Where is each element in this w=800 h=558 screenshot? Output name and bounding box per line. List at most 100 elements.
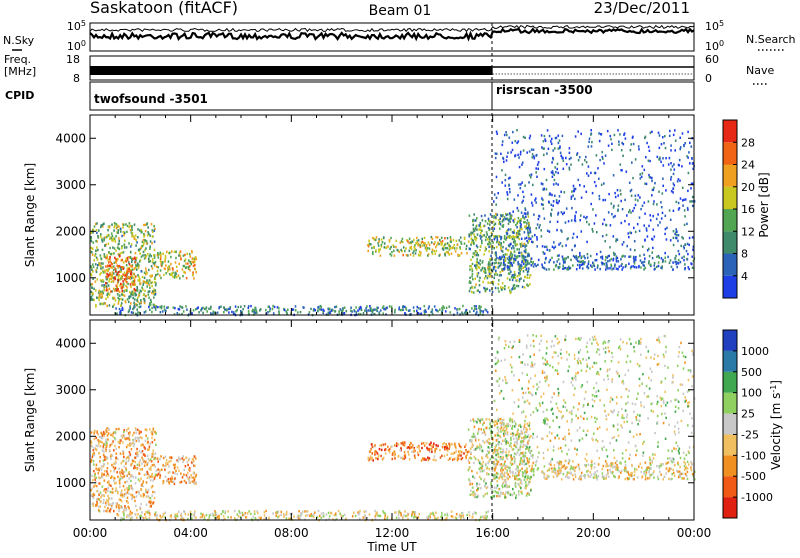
heatmap-cell (459, 453, 461, 455)
power-colorbar-swatch (723, 254, 737, 276)
heatmap-cell (651, 251, 653, 253)
heatmap-cell (483, 495, 485, 497)
heatmap-cell (119, 486, 121, 488)
heatmap-cell (96, 246, 98, 248)
heatmap-cell (571, 207, 573, 209)
heatmap-cell (692, 205, 694, 207)
heatmap-cell (115, 467, 117, 469)
heatmap-cell (124, 465, 126, 467)
heatmap-cell (119, 312, 121, 314)
heatmap-cell (472, 516, 474, 518)
heatmap-cell (525, 481, 527, 483)
heatmap-cell (436, 309, 438, 311)
heatmap-cell (140, 282, 142, 284)
heatmap-cell (651, 180, 653, 182)
heatmap-cell (209, 514, 211, 516)
heatmap-cell (134, 257, 136, 259)
heatmap-cell (513, 247, 515, 249)
heatmap-cell (187, 472, 189, 474)
heatmap-cell (506, 486, 508, 488)
heatmap-cell (517, 230, 519, 232)
heatmap-cell (558, 142, 560, 144)
heatmap-cell (535, 201, 537, 203)
heatmap-cell (387, 245, 389, 247)
heatmap-cell (529, 481, 531, 483)
heatmap-cell (521, 181, 523, 183)
heatmap-cell (257, 512, 259, 514)
heatmap-cell (169, 456, 171, 458)
heatmap-cell (565, 157, 567, 159)
heatmap-cell (507, 213, 509, 215)
heatmap-cell (553, 200, 555, 202)
heatmap-cell (472, 287, 474, 289)
heatmap-cell (456, 450, 458, 452)
heatmap-cell (519, 252, 521, 254)
heatmap-cell (603, 162, 605, 164)
heatmap-cell (564, 261, 566, 263)
heatmap-cell (476, 225, 478, 227)
heatmap-cell (646, 227, 648, 229)
heatmap-cell (433, 459, 435, 461)
heatmap-cell (118, 507, 120, 509)
heatmap-cell (106, 276, 108, 278)
heatmap-cell (127, 502, 129, 504)
heatmap-cell (489, 266, 491, 268)
heatmap-cell (675, 237, 677, 239)
heatmap-cell (240, 306, 242, 308)
heatmap-cell (272, 305, 274, 307)
heatmap-cell (121, 266, 123, 268)
heatmap-cell (150, 479, 152, 481)
heatmap-cell (574, 244, 576, 246)
heatmap-cell (634, 266, 636, 268)
heatmap-cell (143, 239, 145, 241)
heatmap-cell (144, 272, 146, 274)
heatmap-cell (374, 444, 376, 446)
heatmap-cell (588, 165, 590, 167)
heatmap-cell (552, 157, 554, 159)
heatmap-cell (649, 160, 651, 162)
heatmap-cell (217, 312, 219, 314)
heatmap-cell (193, 472, 195, 474)
heatmap-cell (512, 245, 514, 247)
heatmap-cell (476, 245, 478, 247)
heatmap-cell (162, 310, 164, 312)
power-colorbar-tick-label: 12 (741, 225, 755, 238)
heatmap-cell (147, 477, 149, 479)
heatmap-cell (595, 185, 597, 187)
heatmap-cell (576, 258, 578, 260)
heatmap-cell (137, 297, 139, 299)
heatmap-cell (689, 200, 691, 202)
heatmap-cell (154, 491, 156, 493)
heatmap-cell (546, 188, 548, 190)
heatmap-cell (514, 254, 516, 256)
heatmap-cell (521, 228, 523, 230)
heatmap-cell (434, 241, 436, 243)
heatmap-cell (426, 442, 428, 444)
heatmap-cell (505, 451, 507, 453)
heatmap-cell (175, 273, 177, 275)
heatmap-cell (415, 252, 417, 254)
heatmap-cell (512, 274, 514, 276)
heatmap-cell (136, 286, 138, 288)
heatmap-cell (147, 491, 149, 493)
heatmap-cell (104, 479, 106, 481)
heatmap-cell (417, 451, 419, 453)
heatmap-cell (122, 268, 124, 270)
heatmap-cell (378, 240, 380, 242)
heatmap-cell (175, 517, 177, 519)
heatmap-cell (599, 198, 601, 200)
heatmap-cell (426, 244, 428, 246)
heatmap-cell (470, 287, 472, 289)
heatmap-cell (524, 423, 526, 425)
heatmap-cell (404, 510, 406, 512)
heatmap-cell (439, 254, 441, 256)
heatmap-cell (563, 212, 565, 214)
heatmap-cell (189, 269, 191, 271)
heatmap-cell (687, 131, 689, 133)
heatmap-cell (515, 224, 517, 226)
heatmap-cell (409, 247, 411, 249)
heatmap-cell (484, 431, 486, 433)
heatmap-cell (179, 305, 181, 307)
heatmap-cell (618, 144, 620, 146)
